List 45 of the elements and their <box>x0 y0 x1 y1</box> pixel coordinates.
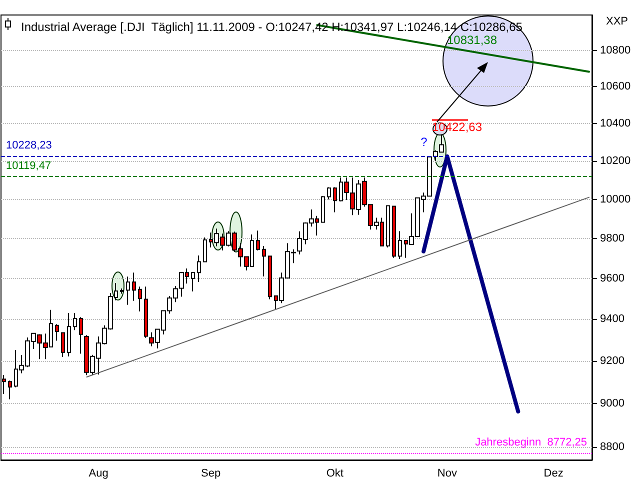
y-tick-label: 8800 <box>600 440 624 453</box>
y-tick-label: 10400 <box>600 118 631 130</box>
ref-line-label: 10228,23 <box>6 139 52 152</box>
candlestick <box>327 186 331 200</box>
candlestick <box>197 255 201 283</box>
candlestick <box>55 324 59 342</box>
candlestick <box>203 237 207 262</box>
candlestick <box>144 286 148 338</box>
x-tick-label: Okt <box>326 468 344 480</box>
candlestick <box>138 286 142 312</box>
y-tick-label: 10800 <box>600 44 631 57</box>
y-tick-label: 10200 <box>600 155 631 168</box>
candlestick <box>73 312 77 331</box>
candlestick <box>386 204 390 248</box>
y-tick-label: 9200 <box>600 354 624 367</box>
candlestick <box>268 256 272 300</box>
annotation: ? <box>420 135 428 149</box>
candlestick <box>8 380 12 400</box>
y-tick-label: 9600 <box>600 272 624 284</box>
candlestick <box>79 316 83 354</box>
y-tick-label: 9800 <box>600 232 624 245</box>
x-tick-label: Nov <box>437 468 458 480</box>
candlestick <box>398 230 402 260</box>
y-tick-label: 10000 <box>600 193 631 206</box>
candlestick <box>333 186 337 213</box>
candlestick <box>392 206 396 258</box>
candlestick <box>61 332 65 358</box>
y-tick-label: 9000 <box>600 397 624 410</box>
annotation: 10831,38 <box>446 33 498 47</box>
candlestick <box>126 276 130 306</box>
y-axis-title: XXP <box>606 16 628 28</box>
candlestick <box>120 288 124 294</box>
y-tick-label: 9400 <box>600 313 624 326</box>
x-tick-label: Sep <box>201 468 221 480</box>
x-tick-label: Dez <box>544 468 564 480</box>
x-tick-label: Aug <box>88 468 108 480</box>
candlestick <box>321 196 325 223</box>
candlestick <box>262 246 266 277</box>
y-tick-label: 10600 <box>600 80 631 93</box>
candlestick <box>67 312 71 357</box>
ref-line-label: Jahresbeginn 8772,25 <box>475 436 587 448</box>
candlestick <box>191 271 195 292</box>
ref-line-label: 10119,47 <box>6 160 52 172</box>
candlestick <box>132 272 136 302</box>
candlestick <box>256 230 260 251</box>
